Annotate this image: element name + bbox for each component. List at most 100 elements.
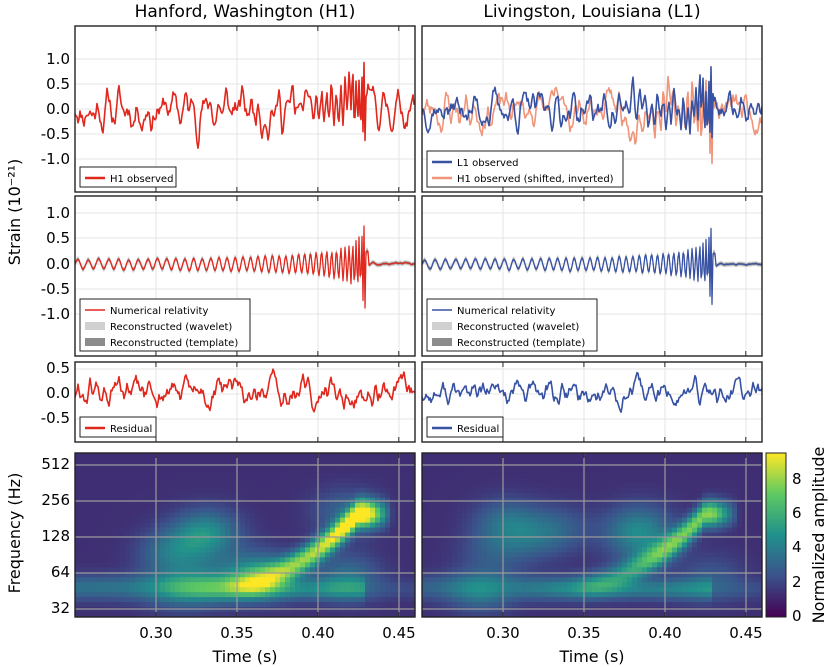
heatmap-cell — [260, 557, 266, 563]
heatmap-cell — [265, 527, 271, 534]
heatmap-cell — [125, 492, 131, 499]
heatmap-cell — [130, 502, 136, 509]
heatmap-cell — [85, 557, 91, 563]
heatmap-cell — [380, 557, 386, 563]
heatmap-cell — [702, 592, 708, 598]
heatmap-cell — [265, 537, 271, 544]
heatmap-cell — [427, 547, 433, 553]
heatmap-cell — [225, 482, 231, 489]
heatmap-cell — [305, 532, 311, 539]
heatmap-cell — [280, 557, 286, 563]
heatmap-cell — [732, 482, 738, 489]
heatmap-cell — [512, 547, 518, 553]
heatmap-cell — [477, 517, 483, 524]
heatmap-cell — [410, 567, 415, 573]
heatmap-cell — [205, 547, 211, 553]
heatmap-cell — [260, 522, 266, 529]
heatmap-cell — [230, 607, 236, 613]
heatmap-cell — [437, 557, 443, 563]
heatmap-cell — [642, 527, 648, 534]
heatmap-cell — [707, 492, 713, 499]
heatmap-cell — [180, 532, 186, 539]
heatmap-cell — [145, 467, 151, 474]
heatmap-cell — [487, 492, 493, 499]
heatmap-cell — [285, 557, 291, 563]
heatmap-cell — [295, 517, 301, 524]
heatmap-cell — [235, 562, 241, 568]
heatmap-cell — [542, 592, 548, 598]
heatmap-cell — [477, 467, 483, 474]
heatmap-cell — [552, 557, 558, 563]
heatmap-cell — [245, 527, 251, 534]
heatmap-cell — [80, 487, 86, 494]
heatmap-cell — [487, 597, 493, 603]
heatmap-cell — [175, 517, 181, 524]
heatmap-cell — [422, 467, 428, 474]
heatmap-cell — [275, 572, 281, 578]
heatmap-cell — [507, 582, 513, 588]
heatmap-cell — [200, 562, 206, 568]
heatmap-cell — [447, 507, 453, 514]
heatmap-cell — [300, 453, 306, 459]
heatmap-cell — [75, 557, 81, 563]
heatmap-cell — [442, 607, 448, 613]
heatmap-cell — [632, 507, 638, 514]
heatmap-cell — [447, 532, 453, 539]
ytick-label: 128 — [41, 527, 70, 545]
heatmap-cell — [697, 567, 703, 573]
heatmap-cell — [85, 572, 91, 578]
heatmap-cell — [305, 592, 311, 598]
heatmap-cell — [120, 492, 126, 499]
heatmap-cell — [657, 557, 663, 563]
heatmap-cell — [275, 602, 281, 608]
heatmap-cell — [375, 492, 381, 499]
heatmap-cell — [300, 542, 306, 549]
heatmap-cell — [395, 577, 401, 583]
heatmap-cell — [275, 482, 281, 489]
heatmap-cell — [507, 462, 513, 469]
heatmap-cell — [652, 482, 658, 489]
heatmap-cell — [200, 467, 206, 474]
heatmap-cell — [502, 472, 508, 479]
heatmap-cell — [130, 522, 136, 529]
heatmap-cell — [215, 577, 221, 583]
heatmap-cell — [385, 562, 391, 568]
heatmap-cell — [370, 453, 376, 459]
heatmap-cell — [612, 612, 618, 617]
heatmap-cell — [185, 567, 191, 573]
heatmap-cell — [542, 607, 548, 613]
heatmap-cell — [462, 552, 468, 558]
heatmap-cell — [522, 472, 528, 479]
heatmap-cell — [320, 487, 326, 494]
heatmap-cell — [667, 457, 673, 464]
heatmap-cell — [100, 532, 106, 539]
heatmap-cell — [320, 587, 326, 593]
heatmap-cell — [360, 457, 366, 464]
heatmap-cell — [607, 537, 613, 544]
heatmap-cell — [265, 607, 271, 613]
heatmap-cell — [452, 557, 458, 563]
heatmap-cell — [280, 507, 286, 514]
heatmap-cell — [115, 522, 121, 529]
heatmap-cell — [155, 557, 161, 563]
heatmap-cell — [175, 542, 181, 549]
heatmap-cell — [215, 572, 221, 578]
heatmap-cell — [527, 532, 533, 539]
heatmap-cell — [522, 557, 528, 563]
heatmap-cell — [642, 567, 648, 573]
heatmap-cell — [617, 567, 623, 573]
heatmap-cell — [477, 577, 483, 583]
heatmap-cell — [697, 577, 703, 583]
heatmap-cell — [507, 453, 513, 459]
heatmap-cell — [727, 547, 733, 553]
heatmap-cell — [240, 602, 246, 608]
heatmap-cell — [727, 552, 733, 558]
heatmap-cell — [507, 552, 513, 558]
heatmap-cell — [502, 567, 508, 573]
heatmap-cell — [542, 472, 548, 479]
heatmap-cell — [260, 507, 266, 514]
heatmap-cell — [482, 522, 488, 529]
heatmap-cell — [80, 492, 86, 499]
heatmap-cell — [502, 592, 508, 598]
heatmap-cell — [375, 547, 381, 553]
